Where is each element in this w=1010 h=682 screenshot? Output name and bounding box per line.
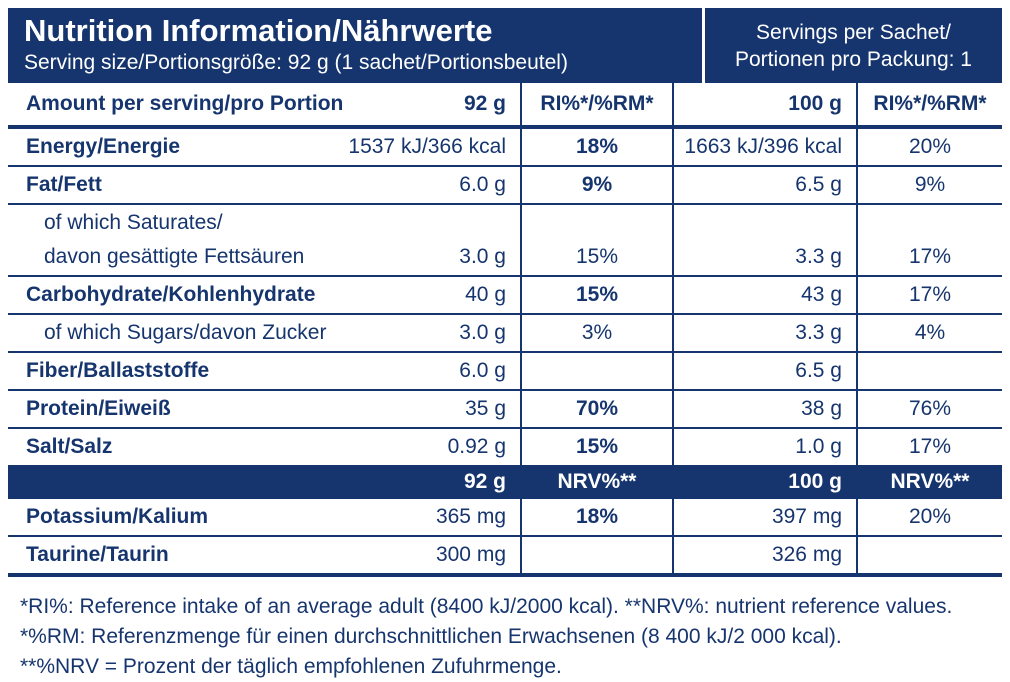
servings-per-sachet: Servings per Sachet/ Portionen pro Packu… [705,8,1002,83]
ri-per-serving: 15% [520,277,672,313]
table-row: Protein/Eiweiß 35 g 70% 38 g 76% [8,389,1002,427]
header-left: Nutrition Information/Nährwerte Serving … [8,8,702,83]
servings-line-2: Portionen pro Packung: 1 [735,47,972,71]
table-header-row: Amount per serving/pro Portion 92 g RI%*… [8,83,1002,129]
header-divider [702,8,705,83]
value-per-serving: 0.92 g [447,435,506,458]
ri-per-serving: 70% [520,391,672,427]
table-row: of which Sugars/davon Zucker 3.0 g 3% 3.3 g… [8,313,1002,351]
ri-per-100g: 20% [856,129,1002,165]
ri-per-100g: 17% [856,277,1002,313]
nrv-header-row: 92 g NRV%** 100 g NRV%** [8,465,1002,499]
value-per-serving: 6.0 g [459,173,506,196]
nutrient-name: Energy/Energie [26,135,181,158]
value-per-100g: 1.0 g [672,429,856,465]
value-per-100g: 3.3 g [672,315,856,351]
column-header-amount: Amount per serving/pro Portion [26,92,344,115]
ri-per-100g: 17% [856,429,1002,465]
ri-per-100g [856,537,1002,573]
value-per-serving: 40 g [465,283,506,306]
page-title: Nutrition Information/Nährwerte [24,13,493,48]
nutrient-name: Fiber/Ballaststoffe [26,359,210,382]
table-row: Taurine/Taurin 300 mg 326 mg [8,535,1002,573]
header-bar: Nutrition Information/Nährwerte Serving … [8,8,1002,83]
ri-per-serving: 15% [520,205,672,275]
table-row: of which Saturates/davon gesättigte Fett… [8,203,1002,275]
ri-per-100g: 76% [856,391,1002,427]
nutrient-name: of which Saturates/davon gesättigte Fett… [44,211,305,268]
ri-per-serving: 15% [520,429,672,465]
value-per-100g: 3.3 g [672,205,856,275]
value-per-100g: 397 mg [672,499,856,535]
column-header-92g: 92 g [463,92,506,115]
ri-per-serving: 9% [520,167,672,203]
table-bottom-rule [8,573,1002,577]
footnote-ri: *RI%: Reference intake of an average adu… [20,595,953,618]
ri-per-serving: 3% [520,315,672,351]
nrv-header-100g: 100 g [672,465,856,499]
ri-per-100g: 17% [856,205,1002,275]
nutrient-name: of which Sugars/davon Zucker [44,321,327,344]
value-per-100g: 38 g [672,391,856,427]
serving-size-text: Serving size/Portionsgröße: 92 g (1 sach… [24,51,568,74]
ri-per-100g: 9% [856,167,1002,203]
ri-per-serving: 18% [520,129,672,165]
footnotes: *RI%: Reference intake of an average adu… [8,577,1002,682]
nrv-rows: Potassium/Kalium 365 mg 18% 397 mg 20% Taurin… [8,499,1002,573]
nutrient-name: Protein/Eiweiß [26,397,171,420]
column-header-ri-serving: RI%*/%RM* [520,83,672,125]
ri-per-100g [856,353,1002,389]
value-per-100g: 6.5 g [672,167,856,203]
column-header-100g: 100 g [672,83,856,125]
value-per-serving: 3.0 g [459,245,506,268]
value-per-serving: 365 mg [435,505,506,528]
footnote-rm: *%RM: Referenzmenge für einen durchschni… [20,625,842,648]
ri-per-serving [520,537,672,573]
nutrient-name: Carbohydrate/Kohlenhydrate [26,283,316,306]
servings-line-1: Servings per Sachet/ [756,20,951,44]
footnote-nrv: **%NRV = Prozent der täglich empfohlenen… [20,655,562,678]
value-per-serving: 300 mg [435,543,506,566]
ri-per-100g: 4% [856,315,1002,351]
ri-per-serving [520,353,672,389]
value-per-serving: 3.0 g [459,321,506,344]
nutrient-name: Potassium/Kalium [26,505,209,528]
table-row: Carbohydrate/Kohlenhydrate 40 g 15% 43 g 17% [8,275,1002,313]
value-per-100g: 43 g [672,277,856,313]
value-per-serving: 1537 kJ/366 kcal [348,135,506,158]
nrv-header-nrv-100g: NRV%** [856,465,1002,499]
value-per-serving: 35 g [465,397,506,420]
column-header-ri-100g: RI%*/%RM* [856,83,1002,125]
nrv-header-nrv-serving: NRV%** [520,465,672,499]
table-row: Fiber/Ballaststoffe 6.0 g 6.5 g [8,351,1002,389]
table-row: Potassium/Kalium 365 mg 18% 397 mg 20% [8,499,1002,535]
value-per-100g: 6.5 g [672,353,856,389]
ri-per-serving: 18% [520,499,672,535]
nutrient-name: Salt/Salz [26,435,113,458]
value-per-serving: 6.0 g [459,359,506,382]
table-row: Fat/Fett 6.0 g 9% 6.5 g 9% [8,165,1002,203]
value-per-100g: 1663 kJ/396 kcal [672,129,856,165]
nutrient-rows: Energy/Energie 1537 kJ/366 kcal 18% 1663 kJ… [8,129,1002,465]
nrv-header-blank [8,465,348,499]
value-per-100g: 326 mg [672,537,856,573]
nutrient-name: Fat/Fett [26,173,102,196]
nrv-header-92g: 92 g [463,470,506,493]
table-row: Salt/Salz 0.92 g 15% 1.0 g 17% [8,427,1002,465]
ri-per-100g: 20% [856,499,1002,535]
nutrient-name: Taurine/Taurin [26,543,169,566]
table-row: Energy/Energie 1537 kJ/366 kcal 18% 1663 kJ… [8,129,1002,165]
